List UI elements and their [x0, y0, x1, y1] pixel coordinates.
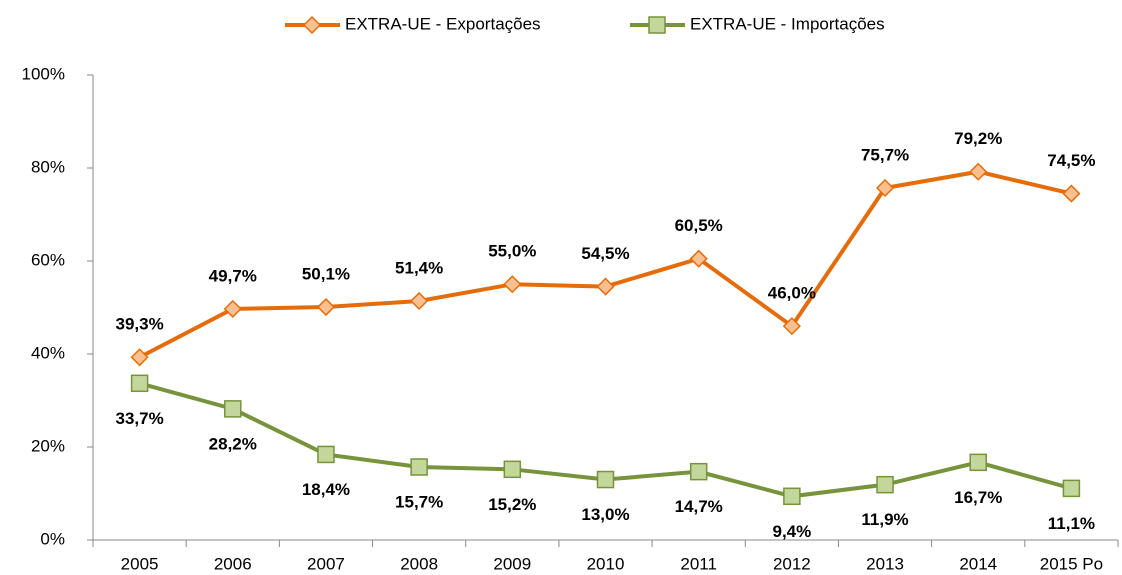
data-point	[969, 162, 988, 181]
data-label: 55,0%	[488, 242, 536, 261]
y-tick-label: 100%	[22, 64, 65, 83]
data-label: 50,1%	[302, 265, 350, 284]
data-label: 79,2%	[954, 129, 1002, 148]
data-label: 13,0%	[581, 505, 629, 524]
data-point	[783, 487, 801, 506]
y-tick-label: 0%	[40, 529, 65, 548]
data-point	[316, 297, 336, 317]
legend-marker	[648, 16, 666, 34]
data-point	[410, 458, 428, 476]
data-label: 18,4%	[302, 480, 350, 499]
data-point	[969, 453, 987, 472]
data-point	[596, 277, 615, 296]
data-label: 39,3%	[115, 315, 163, 334]
data-point	[130, 348, 149, 367]
data-label: 15,2%	[488, 495, 536, 514]
y-tick-label: 40%	[31, 343, 65, 362]
data-point	[1062, 184, 1081, 203]
data-point	[410, 291, 429, 311]
data-label: 11,9%	[861, 510, 908, 529]
data-label: 49,7%	[209, 266, 257, 285]
data-label: 33,7%	[115, 409, 163, 428]
x-tick-label: 2008	[400, 554, 438, 573]
x-tick-label: 2013	[866, 554, 904, 573]
x-tick-label: 2015 Po	[1040, 554, 1103, 573]
data-label: 74,5%	[1047, 151, 1095, 170]
x-tick-label: 2010	[587, 554, 625, 573]
y-tick-label: 80%	[31, 157, 65, 176]
data-point	[689, 462, 708, 481]
data-label: 28,2%	[209, 434, 257, 453]
data-label: 11,1%	[1048, 514, 1095, 533]
data-label: 51,4%	[395, 258, 443, 277]
data-label: 46,0%	[768, 284, 816, 303]
data-point	[596, 470, 615, 489]
data-label: 14,7%	[675, 497, 723, 516]
x-tick-label: 2014	[959, 554, 997, 573]
data-label: 75,7%	[861, 145, 909, 164]
x-tick-label: 2007	[307, 554, 345, 573]
data-label: 15,7%	[395, 492, 443, 511]
series-line	[138, 169, 1072, 360]
x-tick-label: 2009	[493, 554, 531, 573]
data-point	[130, 374, 149, 393]
data-point	[689, 249, 708, 268]
x-tick-label: 2012	[773, 554, 811, 573]
data-point	[876, 475, 894, 494]
data-point	[223, 299, 242, 318]
data-point	[503, 275, 522, 294]
y-tick-label: 20%	[31, 436, 65, 455]
data-point	[317, 445, 335, 464]
data-point	[224, 400, 242, 418]
data-label: 9,4%	[772, 522, 811, 541]
data-label: 16,7%	[954, 488, 1002, 507]
x-tick-label: 2011	[680, 554, 717, 573]
x-tick-label: 2006	[214, 554, 252, 573]
legend-marker	[302, 15, 322, 35]
x-tick-label: 2005	[121, 554, 159, 573]
legend-label: EXTRA-UE - Importações	[690, 14, 885, 33]
data-label: 60,5%	[675, 216, 723, 235]
legend-label: EXTRA-UE - Exportações	[345, 14, 541, 33]
data-point	[782, 317, 801, 336]
data-point	[503, 460, 522, 479]
data-label: 54,5%	[581, 244, 629, 263]
data-point	[1062, 479, 1081, 498]
y-tick-label: 60%	[31, 250, 65, 269]
data-point	[875, 178, 895, 198]
